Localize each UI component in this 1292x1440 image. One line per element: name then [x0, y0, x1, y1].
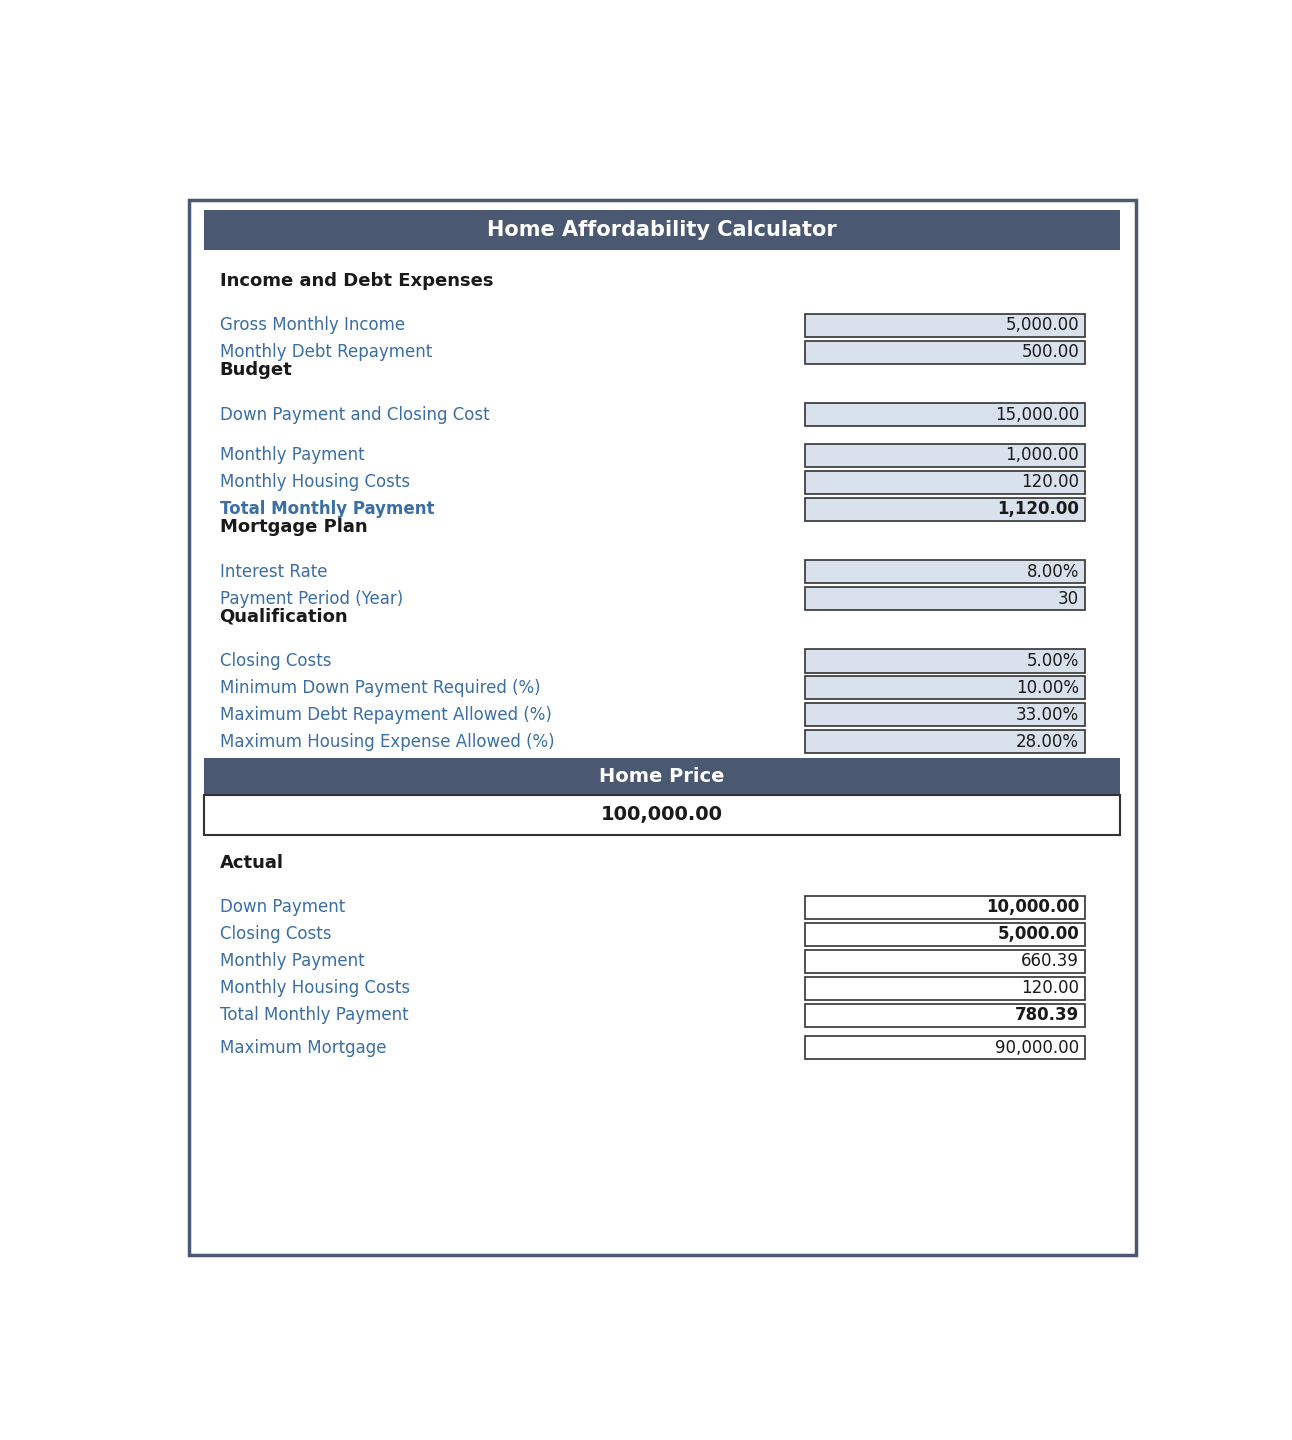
Text: Interest Rate: Interest Rate	[220, 563, 327, 580]
Text: Total Monthly Payment: Total Monthly Payment	[220, 1007, 408, 1024]
Bar	[805, 341, 1085, 364]
Bar	[805, 677, 1085, 700]
Text: Gross Monthly Income: Gross Monthly Income	[220, 317, 404, 334]
Bar	[805, 950, 1085, 973]
Text: Maximum Housing Expense Allowed (%): Maximum Housing Expense Allowed (%)	[220, 733, 554, 750]
Text: Qualification: Qualification	[220, 608, 349, 625]
Text: 5,000.00: 5,000.00	[1005, 317, 1079, 334]
Text: Down Payment: Down Payment	[220, 899, 345, 916]
Text: Home Price: Home Price	[599, 768, 725, 786]
Text: 10.00%: 10.00%	[1016, 678, 1079, 697]
Bar	[805, 588, 1085, 611]
Text: 100,000.00: 100,000.00	[601, 805, 724, 825]
Bar	[805, 471, 1085, 494]
Bar	[805, 976, 1085, 999]
Text: 10,000.00: 10,000.00	[986, 899, 1079, 916]
Text: Budget: Budget	[220, 361, 292, 379]
Text: 120.00: 120.00	[1021, 474, 1079, 491]
Text: 15,000.00: 15,000.00	[995, 406, 1079, 423]
Bar	[204, 795, 1120, 835]
Bar	[805, 1004, 1085, 1027]
Text: Closing Costs: Closing Costs	[220, 926, 331, 943]
Text: 1,120.00: 1,120.00	[997, 500, 1079, 518]
Bar	[805, 703, 1085, 726]
Text: Maximum Mortgage: Maximum Mortgage	[220, 1038, 386, 1057]
Text: 8.00%: 8.00%	[1027, 563, 1079, 580]
Text: Monthly Payment: Monthly Payment	[220, 952, 364, 971]
Text: 30: 30	[1058, 589, 1079, 608]
Text: 28.00%: 28.00%	[1016, 733, 1079, 750]
Text: Maximum Debt Repayment Allowed (%): Maximum Debt Repayment Allowed (%)	[220, 706, 552, 724]
Bar	[805, 730, 1085, 753]
Text: 5.00%: 5.00%	[1027, 652, 1079, 670]
Text: Actual: Actual	[220, 854, 284, 871]
Text: Mortgage Plan: Mortgage Plan	[220, 518, 367, 536]
Text: Income and Debt Expenses: Income and Debt Expenses	[220, 272, 494, 289]
Text: 33.00%: 33.00%	[1016, 706, 1079, 724]
Text: Monthly Payment: Monthly Payment	[220, 446, 364, 464]
Text: Closing Costs: Closing Costs	[220, 652, 331, 670]
Bar	[805, 560, 1085, 583]
Text: 500.00: 500.00	[1022, 343, 1079, 361]
Bar	[805, 1035, 1085, 1058]
Text: Total Monthly Payment: Total Monthly Payment	[220, 500, 434, 518]
Text: Monthly Debt Repayment: Monthly Debt Repayment	[220, 343, 432, 361]
Bar	[204, 210, 1120, 249]
Text: Monthly Housing Costs: Monthly Housing Costs	[220, 979, 410, 998]
Bar	[805, 444, 1085, 467]
Text: 1,000.00: 1,000.00	[1005, 446, 1079, 464]
Text: Payment Period (Year): Payment Period (Year)	[220, 589, 403, 608]
Text: 660.39: 660.39	[1021, 952, 1079, 971]
Bar	[805, 498, 1085, 521]
Bar	[805, 923, 1085, 946]
Text: 5,000.00: 5,000.00	[997, 926, 1079, 943]
Text: 120.00: 120.00	[1021, 979, 1079, 998]
Bar	[204, 757, 1120, 795]
Text: Minimum Down Payment Required (%): Minimum Down Payment Required (%)	[220, 678, 540, 697]
Bar	[805, 403, 1085, 426]
Text: Home Affordability Calculator: Home Affordability Calculator	[487, 220, 837, 240]
Bar	[805, 649, 1085, 672]
Text: Monthly Housing Costs: Monthly Housing Costs	[220, 474, 410, 491]
Bar	[805, 314, 1085, 337]
Text: 780.39: 780.39	[1014, 1007, 1079, 1024]
Bar	[805, 896, 1085, 919]
Text: 90,000.00: 90,000.00	[995, 1038, 1079, 1057]
Text: Down Payment and Closing Cost: Down Payment and Closing Cost	[220, 406, 490, 423]
